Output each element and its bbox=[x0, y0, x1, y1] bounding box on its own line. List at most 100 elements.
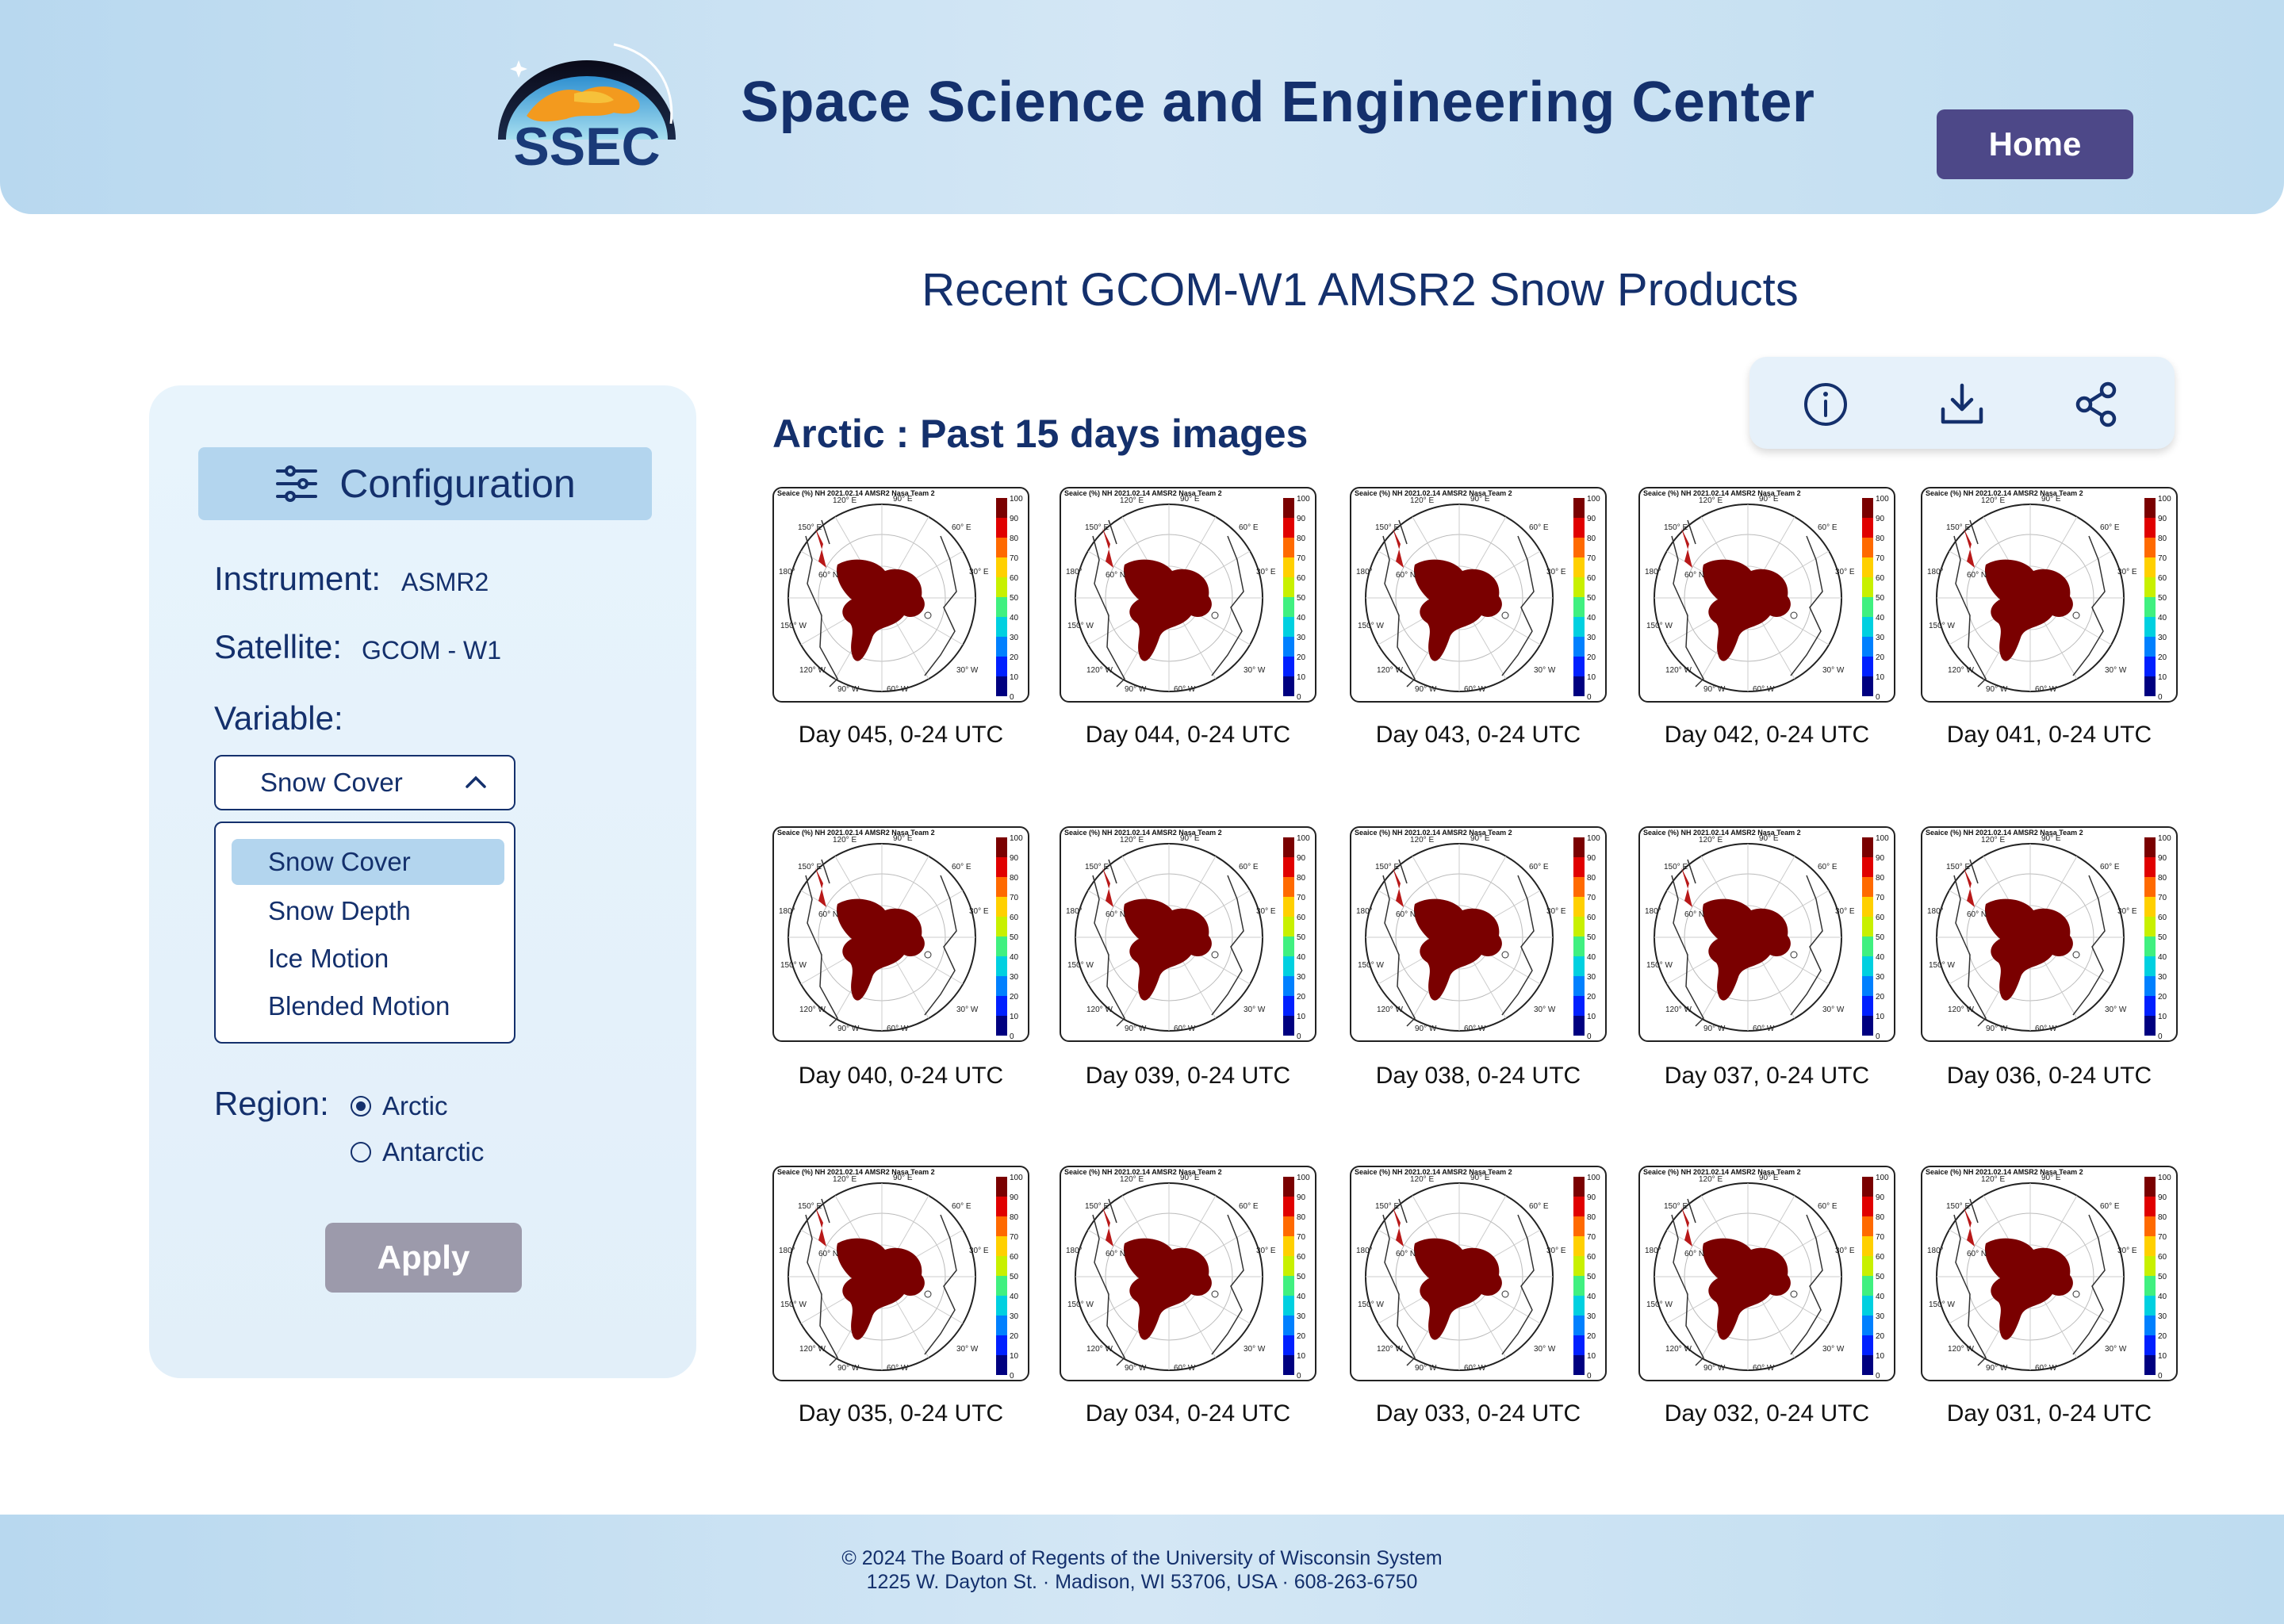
colorbar-segment bbox=[1862, 557, 1873, 577]
colorbar-tick-label: 10 bbox=[1587, 1352, 1596, 1361]
region-arctic-option[interactable]: Arctic bbox=[351, 1091, 448, 1121]
map-image-thumbnail[interactable]: Seaice (%) NH 2021.02.14 AMSR2 Nasa Team… bbox=[1921, 487, 2178, 703]
map-coordinate-label: 120° E bbox=[1120, 496, 1144, 505]
map-coordinate-label: 180° bbox=[1066, 907, 1083, 916]
colorbar-tick-label: 70 bbox=[1010, 554, 1019, 563]
sea-ice-map: Seaice (%) NH 2021.02.14 AMSR2 Nasa Team… bbox=[777, 829, 1023, 1040]
colorbar-tick-label: 90 bbox=[1010, 515, 1019, 523]
home-button[interactable]: Home bbox=[1937, 109, 2133, 179]
map-coordinate-label: 60° N bbox=[1396, 1250, 1416, 1258]
variable-select[interactable]: Snow Cover bbox=[214, 755, 515, 810]
colorbar-segment bbox=[1283, 917, 1294, 936]
map-coordinate-label: 60° N bbox=[1396, 910, 1416, 919]
apply-button[interactable]: Apply bbox=[325, 1223, 522, 1293]
map-coordinate-label: 120° W bbox=[1377, 1005, 1403, 1014]
colorbar-segment bbox=[996, 1276, 1007, 1296]
colorbar-segment bbox=[1573, 557, 1585, 577]
colorbar-tick-label: 40 bbox=[1876, 1293, 1885, 1301]
map-image-thumbnail[interactable]: Seaice (%) NH 2021.02.14 AMSR2 Nasa Team… bbox=[1638, 487, 1895, 703]
colorbar-tick-label: 10 bbox=[1587, 1013, 1596, 1021]
colorbar-tick-label: 100 bbox=[1297, 834, 1310, 843]
svg-text:Seaice (%) NH 2021.02.14 AMSR2: Seaice (%) NH 2021.02.14 AMSR2 Nasa Team… bbox=[1064, 489, 1222, 497]
map-coordinate-label: 120° W bbox=[799, 1345, 826, 1354]
option-blended-motion[interactable]: Blended Motion bbox=[268, 991, 450, 1021]
colorbar-segment bbox=[1283, 498, 1294, 518]
colorbar-segment bbox=[1573, 657, 1585, 676]
map-image-thumbnail[interactable]: Seaice (%) NH 2021.02.14 AMSR2 Nasa Team… bbox=[772, 1166, 1029, 1381]
colorbar-segment bbox=[1283, 518, 1294, 538]
map-image-thumbnail[interactable]: Seaice (%) NH 2021.02.14 AMSR2 Nasa Team… bbox=[1060, 487, 1316, 703]
map-image-thumbnail[interactable]: Seaice (%) NH 2021.02.14 AMSR2 Nasa Team… bbox=[1921, 1166, 2178, 1381]
colorbar-segment bbox=[2144, 1177, 2156, 1197]
colorbar-tick-label: 10 bbox=[1587, 673, 1596, 682]
map-coordinate-label: 120° E bbox=[833, 836, 856, 845]
colorbar-segment bbox=[1862, 1177, 1873, 1197]
colorbar-segment bbox=[1573, 1177, 1585, 1197]
sea-ice-map: Seaice (%) NH 2021.02.14 AMSR2 Nasa Team… bbox=[1355, 1168, 1600, 1380]
map-coordinate-label: 150° E bbox=[1664, 1202, 1688, 1211]
map-image-thumbnail[interactable]: Seaice (%) NH 2021.02.14 AMSR2 Nasa Team… bbox=[1350, 487, 1607, 703]
map-coordinate-label: 180° bbox=[1927, 907, 1944, 916]
map-coordinate-label: 150° W bbox=[1358, 622, 1384, 630]
colorbar-segment bbox=[1283, 956, 1294, 976]
map-coordinate-label: 60° W bbox=[1753, 1364, 1775, 1373]
map-coordinate-label: 150° W bbox=[1358, 961, 1384, 970]
colorbar-segment bbox=[2144, 1256, 2156, 1276]
colorbar-tick-label: 80 bbox=[2158, 874, 2167, 883]
colorbar-segment bbox=[2144, 1276, 2156, 1296]
colorbar-tick-label: 30 bbox=[1587, 973, 1596, 982]
ssec-logo[interactable]: SSEC bbox=[495, 36, 679, 171]
info-icon[interactable] bbox=[1802, 381, 1849, 428]
map-image-thumbnail[interactable]: Seaice (%) NH 2021.02.14 AMSR2 Nasa Team… bbox=[1638, 826, 1895, 1042]
map-image-thumbnail[interactable]: Seaice (%) NH 2021.02.14 AMSR2 Nasa Team… bbox=[772, 487, 1029, 703]
site-title: Space Science and Engineering Center bbox=[741, 71, 1815, 134]
map-coordinate-label: 60° E bbox=[952, 1202, 971, 1211]
map-coordinate-label: 120° W bbox=[1665, 1005, 1692, 1014]
colorbar-tick-label: 20 bbox=[1010, 993, 1019, 1002]
colorbar-tick-label: 50 bbox=[1876, 1273, 1885, 1281]
map-coordinate-label: 90° E bbox=[2041, 495, 2061, 504]
colorbar-segment bbox=[1283, 538, 1294, 557]
map-coordinate-label: 60° E bbox=[952, 523, 971, 532]
colorbar-tick-label: 60 bbox=[1297, 914, 1306, 922]
colorbar-tick-label: 70 bbox=[1876, 1233, 1885, 1242]
colorbar-segment bbox=[996, 1236, 1007, 1256]
download-icon[interactable] bbox=[1938, 381, 1986, 428]
colorbar-segment bbox=[1573, 617, 1585, 637]
colorbar-tick-label: 100 bbox=[1010, 834, 1023, 843]
svg-text:Seaice (%) NH 2021.02.14 AMSR2: Seaice (%) NH 2021.02.14 AMSR2 Nasa Team… bbox=[1926, 1168, 2083, 1176]
colorbar-segment bbox=[1283, 577, 1294, 597]
map-image-thumbnail[interactable]: Seaice (%) NH 2021.02.14 AMSR2 Nasa Team… bbox=[772, 826, 1029, 1042]
colorbar-tick-label: 50 bbox=[1297, 594, 1306, 603]
colorbar-tick-label: 100 bbox=[1010, 1174, 1023, 1182]
map-image-thumbnail[interactable]: Seaice (%) NH 2021.02.14 AMSR2 Nasa Team… bbox=[1921, 826, 2178, 1042]
map-image-thumbnail[interactable]: Seaice (%) NH 2021.02.14 AMSR2 Nasa Team… bbox=[1350, 1166, 1607, 1381]
region-antarctic-option[interactable]: Antarctic bbox=[351, 1137, 484, 1167]
radio-unchecked-icon[interactable] bbox=[351, 1142, 371, 1162]
colorbar-segment bbox=[2144, 1296, 2156, 1316]
colorbar-segment bbox=[1862, 1256, 1873, 1276]
map-image-thumbnail[interactable]: Seaice (%) NH 2021.02.14 AMSR2 Nasa Team… bbox=[1060, 1166, 1316, 1381]
colorbar-tick-label: 80 bbox=[2158, 534, 2167, 543]
map-image-thumbnail[interactable]: Seaice (%) NH 2021.02.14 AMSR2 Nasa Team… bbox=[1060, 826, 1316, 1042]
colorbar-tick-label: 70 bbox=[1297, 894, 1306, 902]
colorbar-tick-label: 10 bbox=[1010, 673, 1019, 682]
map-image-thumbnail[interactable]: Seaice (%) NH 2021.02.14 AMSR2 Nasa Team… bbox=[1350, 826, 1607, 1042]
colorbar-tick-label: 90 bbox=[1010, 854, 1019, 863]
option-snow-depth[interactable]: Snow Depth bbox=[268, 896, 411, 925]
map-coordinate-label: 120° E bbox=[1699, 836, 1723, 845]
colorbar-segment bbox=[1573, 897, 1585, 917]
sea-ice-map: Seaice (%) NH 2021.02.14 AMSR2 Nasa Team… bbox=[1355, 829, 1600, 1040]
option-snow-cover[interactable]: Snow Cover bbox=[232, 839, 504, 885]
colorbar-segment bbox=[996, 877, 1007, 897]
svg-text:SSEC: SSEC bbox=[513, 117, 660, 171]
colorbar-segment bbox=[1862, 996, 1873, 1016]
colorbar-tick-label: 100 bbox=[2158, 495, 2171, 504]
map-image-thumbnail[interactable]: Seaice (%) NH 2021.02.14 AMSR2 Nasa Team… bbox=[1638, 1166, 1895, 1381]
colorbar-tick-label: 0 bbox=[1010, 693, 1014, 701]
option-ice-motion[interactable]: Ice Motion bbox=[268, 944, 389, 973]
share-icon[interactable] bbox=[2073, 381, 2121, 428]
colorbar-tick-label: 100 bbox=[1876, 495, 1889, 504]
colorbar-tick-label: 90 bbox=[1297, 515, 1306, 523]
radio-checked-icon[interactable] bbox=[351, 1096, 371, 1116]
